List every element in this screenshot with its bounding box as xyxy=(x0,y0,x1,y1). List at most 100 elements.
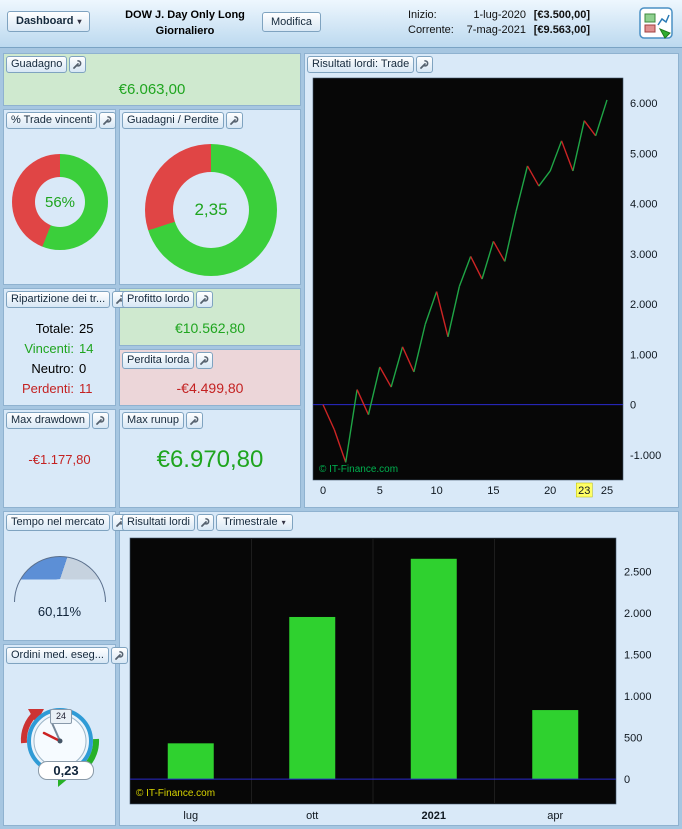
dashboard-menu-button[interactable]: Dashboard ▾ xyxy=(7,11,91,32)
panel-guadagno-title: Guadagno xyxy=(6,56,68,73)
svg-text:2021: 2021 xyxy=(422,810,446,822)
svg-text:ott: ott xyxy=(306,810,318,822)
panel-ripartizione: Ripartizione dei tr... Totale: 25 Vincen… xyxy=(3,288,130,406)
stat-row-perdenti: Perdenti: 11 xyxy=(21,381,93,396)
panel-profitto-lordo: Profitto lordo €10.562,80 xyxy=(119,288,301,346)
strategy-title: DOW J. Day Only Long Giornaliero xyxy=(115,7,255,39)
panel-ripartizione-title: Ripartizione dei tr... xyxy=(6,291,111,308)
svg-text:3.000: 3.000 xyxy=(630,249,658,261)
svg-text:5.000: 5.000 xyxy=(630,148,658,160)
panel-max-runup: Max runup €6.970,80 xyxy=(119,409,301,508)
panel-tempo-mercato: Tempo nel mercato 60,11% xyxy=(3,511,129,641)
clock-24-badge: 24 xyxy=(50,709,72,724)
panel-max-runup-title: Max runup xyxy=(122,412,184,429)
corrente-row: Corrente: 7-mag-2021 [€9.563,00] xyxy=(408,23,592,38)
panel-guadagno: Guadagno €6.063,00 xyxy=(3,53,301,106)
svg-text:6.000: 6.000 xyxy=(630,98,658,110)
topbar: Dashboard ▾ DOW J. Day Only Long Giornali… xyxy=(0,0,682,48)
strategy-title-line2: Giornaliero xyxy=(155,25,215,37)
periodic-results-chart[interactable]: 2.500 2.000 1.500 1.000 500 0 lug ott 2021 apr © I… xyxy=(126,536,674,824)
wrench-icon[interactable] xyxy=(69,56,87,73)
stat-row-vincenti: Vincenti: 14 xyxy=(24,341,94,356)
svg-text:apr: apr xyxy=(547,810,563,822)
svg-text:1.000: 1.000 xyxy=(630,349,658,361)
stat-row-totale: Totale: 25 xyxy=(35,321,94,336)
wrench-icon[interactable] xyxy=(110,647,128,664)
wrench-icon[interactable] xyxy=(196,352,214,369)
panel-perdita-title: Perdita lorda xyxy=(122,352,195,369)
svg-text:2.000: 2.000 xyxy=(624,608,652,620)
panel-profitto-title: Profitto lordo xyxy=(122,291,195,308)
svg-text:-1.000: -1.000 xyxy=(630,450,661,462)
equity-curve-chart[interactable]: 6.000 5.000 4.000 3.000 2.000 1.000 0 -1.000 0 5 1… xyxy=(309,76,677,506)
profit-factor-value: 2,35 xyxy=(194,200,228,219)
perdita-value: -€4.499,80 xyxy=(176,380,244,396)
stat-row-neutro: Neutro: 0 xyxy=(31,361,87,376)
wrench-icon[interactable] xyxy=(196,291,214,308)
svg-text:© IT-Finance.com: © IT-Finance.com xyxy=(319,464,398,475)
svg-text:5: 5 xyxy=(377,485,383,497)
modifica-button[interactable]: Modifica xyxy=(262,12,321,32)
panel-guadagni-perdite-title: Guadagni / Perdite xyxy=(122,112,224,129)
corrente-value: [€9.563,00] xyxy=(533,24,590,36)
time-in-market-value: 60,11% xyxy=(37,604,82,619)
profit-factor-donut: 2,35 xyxy=(145,144,277,276)
wrench-icon[interactable] xyxy=(91,412,109,429)
max-runup-value: €6.970,80 xyxy=(156,446,264,473)
date-info: Inizio: 1-lug-2020 [€3.500,00] Corrente:… xyxy=(408,8,592,38)
svg-text:0: 0 xyxy=(320,485,326,497)
svg-text:15: 15 xyxy=(487,485,499,497)
svg-text:lug: lug xyxy=(183,810,198,822)
max-drawdown-value: -€1.177,80 xyxy=(28,452,91,467)
wrench-icon[interactable] xyxy=(225,112,243,129)
svg-text:1.500: 1.500 xyxy=(624,649,652,661)
svg-text:0: 0 xyxy=(624,774,630,786)
avg-orders-widget: 24 0,23 xyxy=(14,695,106,825)
panel-max-drawdown: Max drawdown -€1.177,80 xyxy=(3,409,116,508)
inizio-value: [€3.500,00] xyxy=(533,9,590,21)
periodic-chart-title: Risultati lordi xyxy=(122,514,195,531)
svg-text:4.000: 4.000 xyxy=(630,199,658,211)
panel-tempo-title: Tempo nel mercato xyxy=(6,514,110,531)
panel-equity-chart: Risultati lordi: Trade 6.000 5.000 4.000 3.… xyxy=(304,53,679,508)
panel-perdita-lorda: Perdita lorda -€4.499,80 xyxy=(119,349,301,406)
svg-text:500: 500 xyxy=(624,733,642,745)
guadagno-value: €6.063,00 xyxy=(118,81,186,98)
period-select[interactable]: Trimestrale ▾ xyxy=(215,514,293,531)
wrench-icon[interactable] xyxy=(416,56,434,73)
svg-text:0: 0 xyxy=(630,400,636,412)
svg-text:25: 25 xyxy=(601,485,613,497)
wrench-icon[interactable] xyxy=(196,514,214,531)
chevron-down-icon: ▾ xyxy=(77,17,82,26)
dashboard-edit-icon[interactable] xyxy=(638,5,676,43)
time-in-market-gauge xyxy=(14,556,106,603)
inizio-label: Inizio: xyxy=(408,9,437,21)
wrench-icon[interactable] xyxy=(185,412,203,429)
profitto-value: €10.562,80 xyxy=(174,320,246,336)
svg-text:2.000: 2.000 xyxy=(630,299,658,311)
panel-guadagni-perdite: Guadagni / Perdite 2,35 xyxy=(119,109,301,285)
svg-text:23: 23 xyxy=(578,485,590,497)
chevron-down-icon: ▾ xyxy=(281,518,286,527)
panel-trade-vincenti: % Trade vincenti 56% xyxy=(3,109,117,285)
trade-breakdown-list: Totale: 25 Vincenti: 14 Neutro: 0 Perden… xyxy=(4,319,107,399)
svg-text:20: 20 xyxy=(544,485,556,497)
inizio-row: Inizio: 1-lug-2020 [€3.500,00] xyxy=(408,8,592,23)
period-select-label: Trimestrale xyxy=(222,516,278,528)
panel-ordini: Ordini med. eseg... 24 0,23 xyxy=(3,644,128,826)
win-rate-value: 56% xyxy=(44,193,76,211)
panel-periodic-chart: Risultati lordi Trimestrale ▾ 2.500 2.000 1… xyxy=(119,511,679,826)
equity-chart-title: Risultati lordi: Trade xyxy=(307,56,415,73)
svg-text:2.500: 2.500 xyxy=(624,566,652,578)
dashboard-menu-label: Dashboard xyxy=(16,15,74,27)
wrench-icon[interactable] xyxy=(99,112,117,129)
inizio-date: 1-lug-2020 xyxy=(473,9,526,21)
panel-max-drawdown-title: Max drawdown xyxy=(6,412,90,429)
win-rate-donut: 56% xyxy=(12,154,108,250)
avg-orders-value: 0,23 xyxy=(38,761,94,780)
strategy-title-line1: DOW J. Day Only Long xyxy=(125,9,245,21)
svg-text:© IT-Finance.com: © IT-Finance.com xyxy=(136,788,215,799)
panel-trade-vincenti-title: % Trade vincenti xyxy=(6,112,98,129)
svg-text:10: 10 xyxy=(430,485,442,497)
